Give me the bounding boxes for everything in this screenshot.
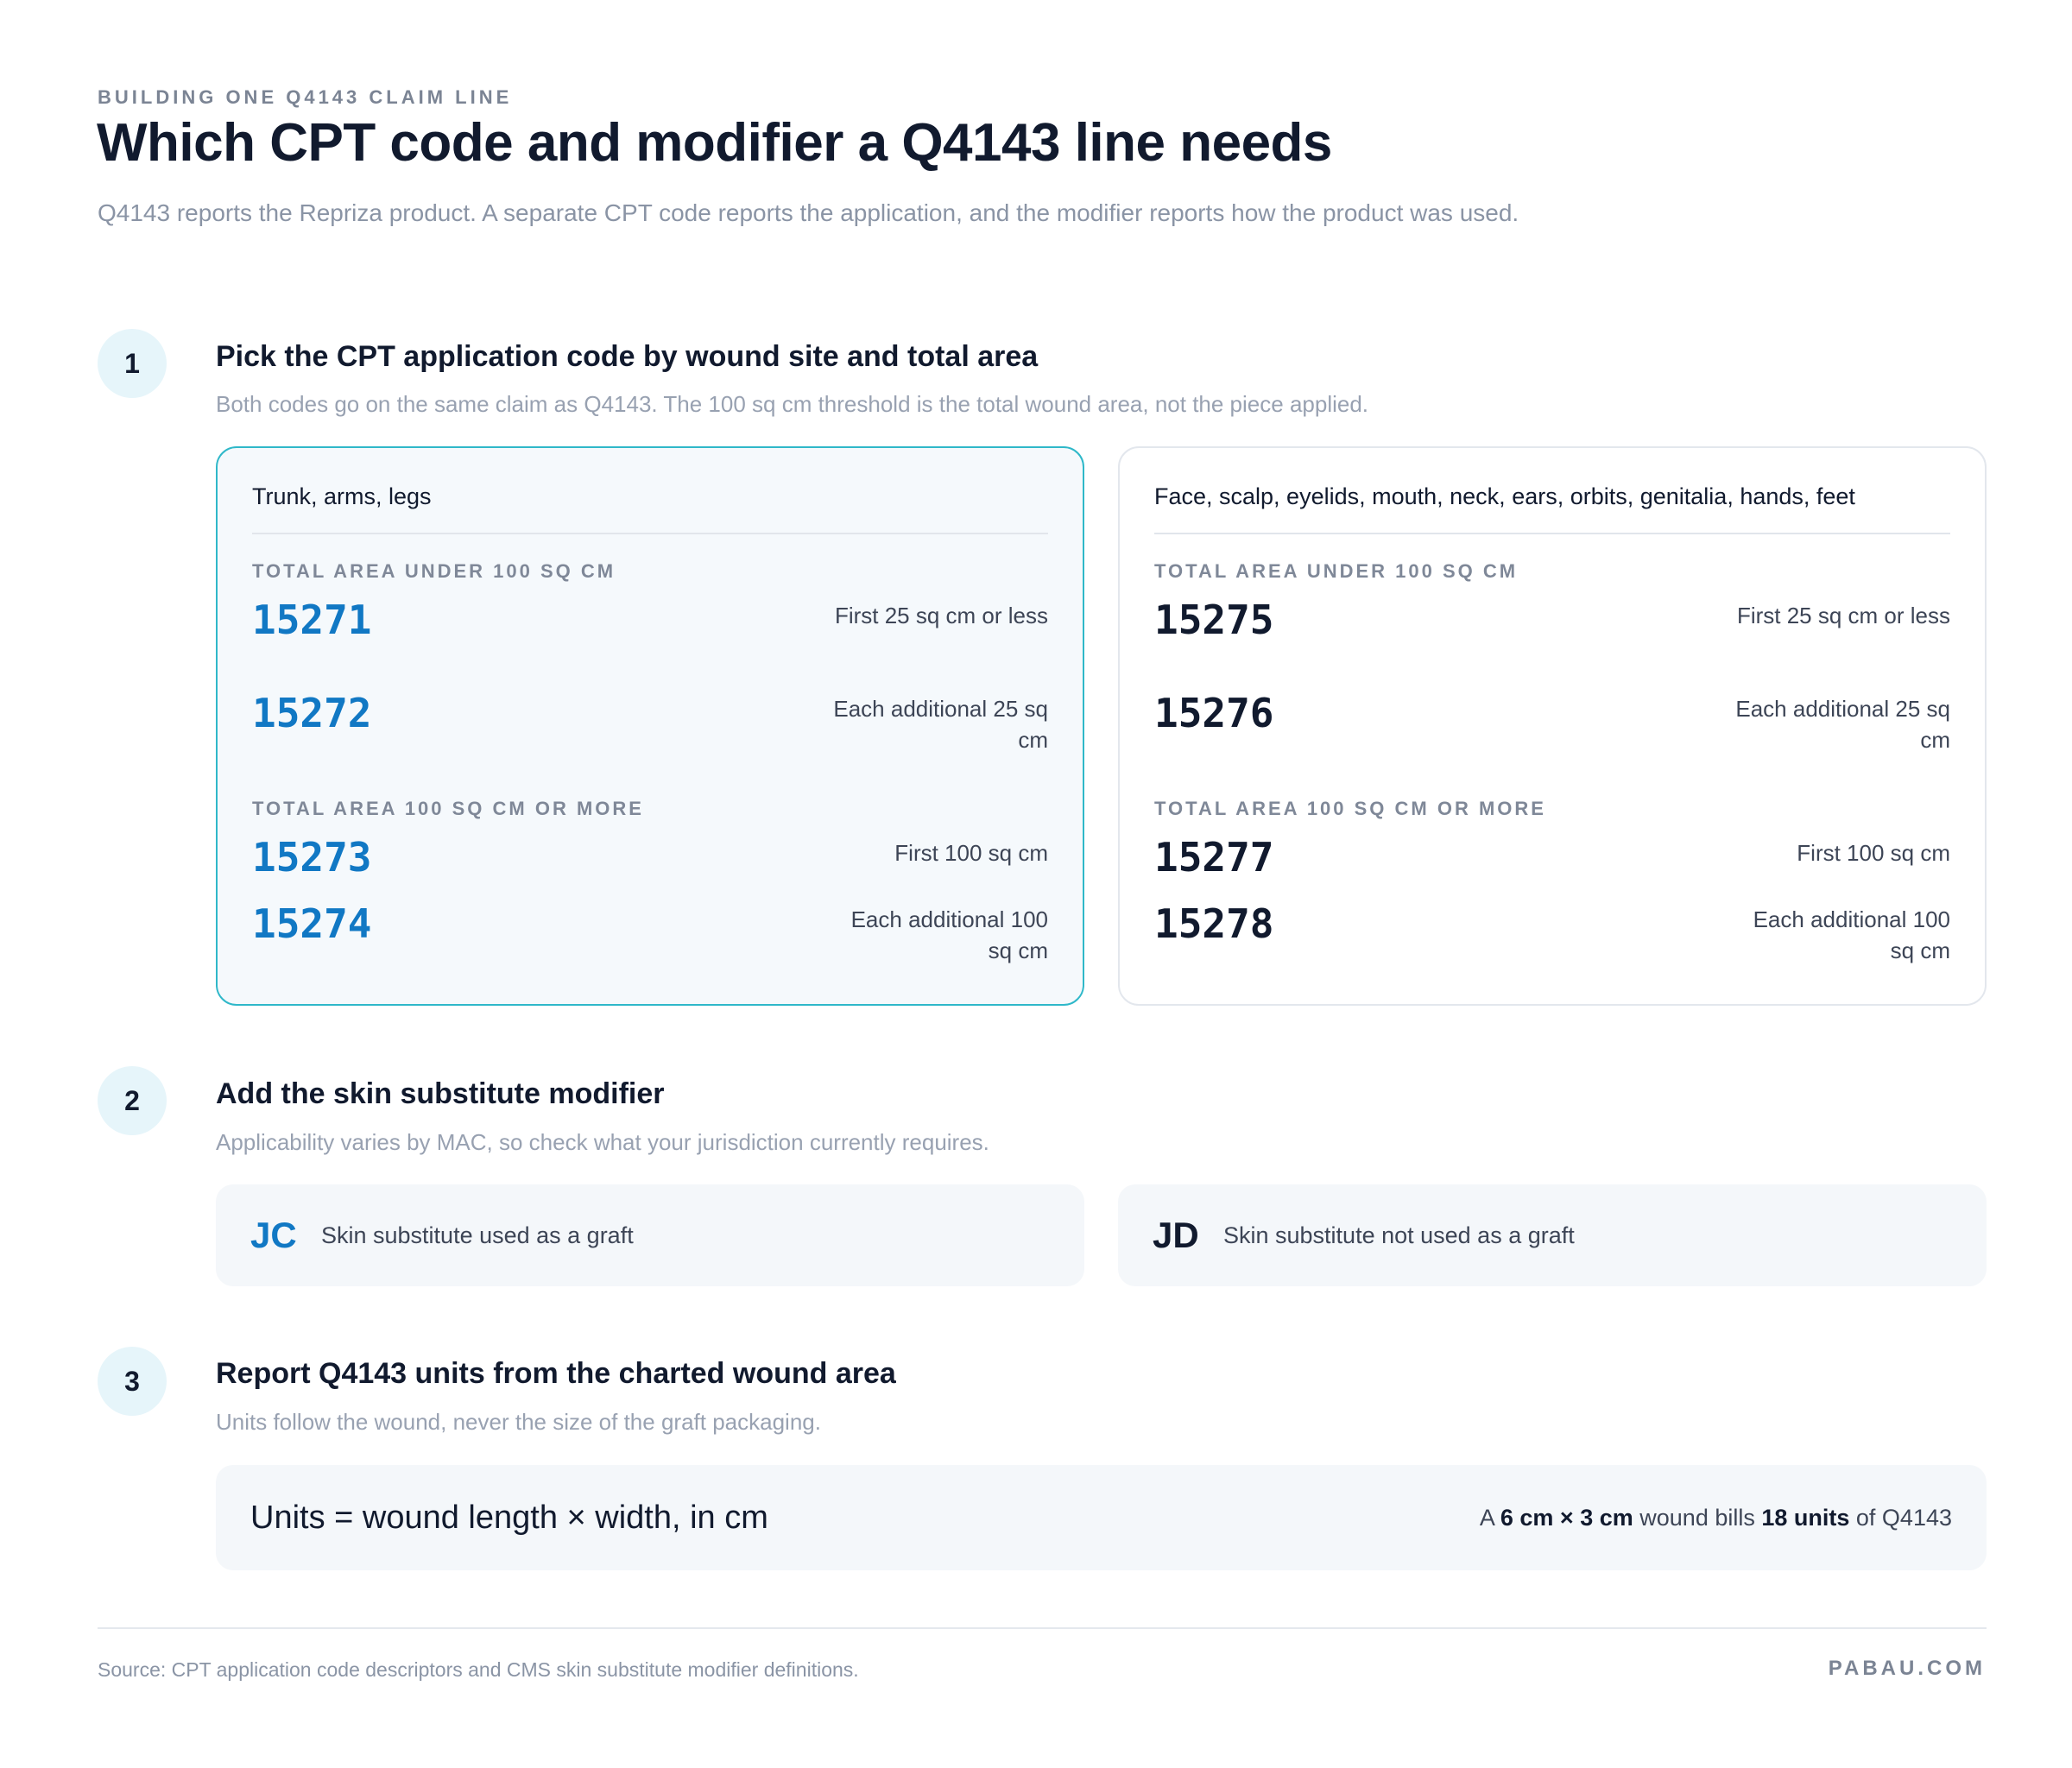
cpt-code: 15275 (1154, 597, 1274, 643)
brand-wordmark: PABAU.COM (1828, 1657, 1986, 1680)
step-1-title: Pick the CPT application code by wound s… (216, 340, 1039, 373)
cpt-code-description: Each additional 25 sq cm (1735, 696, 1950, 753)
units-example-mid: wound bills (1639, 1504, 1755, 1531)
cpt-code: 15276 (1154, 690, 1274, 736)
source-note: Source: CPT application code descriptors… (98, 1658, 859, 1681)
step-3-number-badge: 3 (98, 1347, 167, 1416)
modifier-description: Skin substitute used as a graft (321, 1222, 634, 1248)
cpt-code-description: First 100 sq cm (1797, 840, 1950, 866)
units-example-units: 18 units (1761, 1504, 1850, 1531)
cpt-card-site-heading: Trunk, arms, legs (252, 483, 1048, 534)
cpt-code: 15277 (1154, 834, 1274, 881)
cpt-code-description: First 25 sq cm or less (834, 603, 1048, 628)
units-example-suffix: of Q4143 (1855, 1504, 1952, 1531)
page-subtitle: Q4143 reports the Repriza product. A sep… (98, 199, 1519, 226)
group-label-under-100: TOTAL AREA UNDER 100 SQ CM (1154, 560, 1519, 582)
page-title: Which CPT code and modifier a Q4143 line… (97, 113, 1332, 173)
cpt-code: 15273 (252, 834, 372, 881)
cpt-code: 15278 (1154, 900, 1274, 947)
cpt-code-description: Each additional 100 sq cm (850, 906, 1048, 963)
cpt-code-description: First 25 sq cm or less (1736, 603, 1950, 628)
cpt-card-face-hands-feet: Face, scalp, eyelids, mouth, neck, ears,… (1118, 446, 1987, 1006)
modifier-card-jc: JC Skin substitute used as a graft (216, 1184, 1084, 1286)
cpt-code: 15271 (252, 597, 372, 643)
step-2-title: Add the skin substitute modifier (216, 1077, 665, 1110)
cpt-code: 15274 (252, 900, 372, 947)
step-3-description: Units follow the wound, never the size o… (216, 1409, 821, 1435)
modifier-card-jd: JD Skin substitute not used as a graft (1118, 1184, 1987, 1286)
cpt-code-description: First 100 sq cm (894, 840, 1048, 866)
modifier-code: JD (1153, 1215, 1199, 1255)
units-example-size: 6 cm × 3 cm (1500, 1504, 1633, 1531)
cpt-code: 15272 (252, 690, 372, 736)
units-example-prefix: A (1479, 1504, 1494, 1531)
cpt-card-site-heading: Face, scalp, eyelids, mouth, neck, ears,… (1154, 483, 1950, 534)
step-1-number-badge: 1 (98, 329, 167, 398)
units-formula: Units = wound length × width, in cm (250, 1499, 768, 1536)
footer-divider (98, 1627, 1987, 1629)
units-formula-card: Units = wound length × width, in cm A 6 … (216, 1465, 1987, 1570)
step-2-description: Applicability varies by MAC, so check wh… (216, 1129, 989, 1155)
step-1-description: Both codes go on the same claim as Q4143… (216, 391, 1369, 417)
group-label-100-or-more: TOTAL AREA 100 SQ CM OR MORE (1154, 798, 1546, 819)
group-label-100-or-more: TOTAL AREA 100 SQ CM OR MORE (252, 798, 644, 819)
cpt-code-description: Each additional 25 sq cm (833, 696, 1048, 753)
cpt-code-description: Each additional 100 sq cm (1753, 906, 1950, 963)
step-3-title: Report Q4143 units from the charted woun… (216, 1357, 896, 1390)
group-label-under-100: TOTAL AREA UNDER 100 SQ CM (252, 560, 616, 582)
modifier-description: Skin substitute not used as a graft (1223, 1222, 1575, 1248)
units-example: A 6 cm × 3 cm wound bills 18 units of Q4… (1480, 1505, 1952, 1531)
cpt-card-trunk-arms-legs: Trunk, arms, legs TOTAL AREA UNDER 100 S… (216, 446, 1084, 1006)
eyebrow-label: BUILDING ONE Q4143 CLAIM LINE (98, 86, 513, 108)
modifier-code: JC (250, 1215, 297, 1255)
step-2-number-badge: 2 (98, 1066, 167, 1135)
